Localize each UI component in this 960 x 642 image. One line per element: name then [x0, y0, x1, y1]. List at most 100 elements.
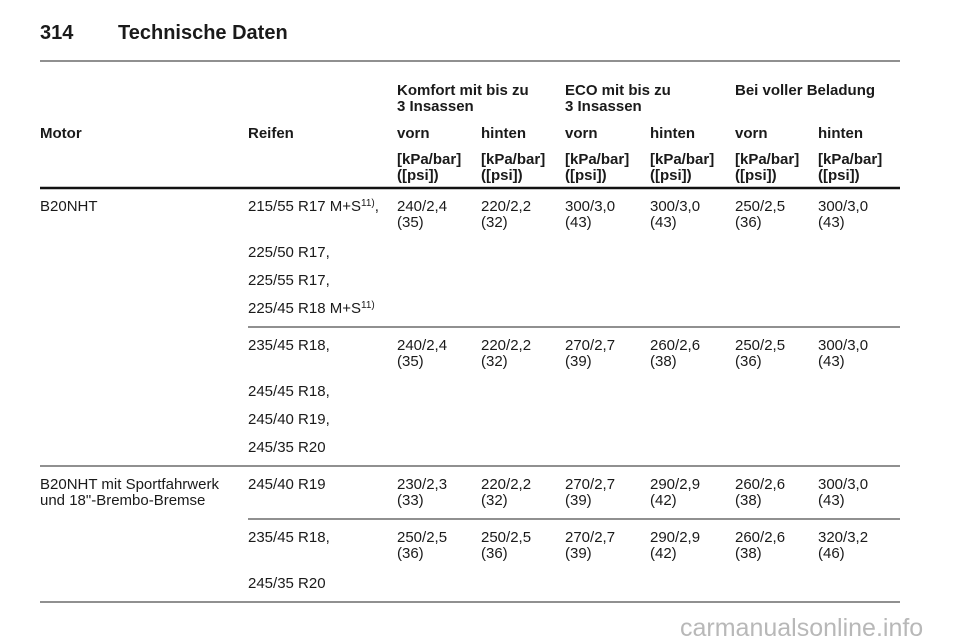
- tire-size: 245/45 R18,: [248, 383, 330, 400]
- pressure-value: 300/3,0: [818, 337, 868, 354]
- tire-size: 235/45 R18,: [248, 337, 330, 354]
- unit-label: ([psi]): [481, 167, 523, 184]
- column-header: Motor: [40, 125, 82, 142]
- footnote-ref: 11): [361, 198, 375, 209]
- tire-size: 235/45 R18,: [248, 529, 330, 546]
- column-header: hinten: [650, 125, 695, 142]
- pressure-value: 260/2,6: [735, 476, 785, 493]
- group-header: 3 Insassen: [565, 98, 642, 115]
- pressure-value: (36): [735, 353, 762, 370]
- pressure-value: (33): [397, 492, 424, 509]
- pressure-value: (43): [818, 492, 845, 509]
- group-header: Komfort mit bis zu: [397, 82, 529, 99]
- pressure-value: (39): [565, 353, 592, 370]
- pressure-value: 260/2,6: [650, 337, 700, 354]
- unit-label: ([psi]): [565, 167, 607, 184]
- pressure-value: 240/2,4: [397, 337, 447, 354]
- pressure-value: 300/3,0: [818, 198, 868, 215]
- tire-text: 215/55 R17 M+S: [248, 198, 361, 215]
- pressure-value: 300/3,0: [565, 198, 615, 215]
- pressure-value: 290/2,9: [650, 529, 700, 546]
- column-header: vorn: [397, 125, 430, 142]
- unit-label: ([psi]): [397, 167, 439, 184]
- pressure-value: (43): [818, 214, 845, 231]
- tire-size: 225/50 R17,: [248, 244, 330, 261]
- pressure-value: (32): [481, 492, 508, 509]
- unit-label: [kPa/bar]: [735, 151, 799, 168]
- pressure-value: 240/2,4: [397, 198, 447, 215]
- pressure-value: (38): [650, 353, 677, 370]
- pressure-value: 220/2,2: [481, 198, 531, 215]
- pressure-value: (32): [481, 214, 508, 231]
- tire-size: 245/40 R19,: [248, 411, 330, 428]
- tire-text: 245/35 R20: [248, 575, 326, 592]
- pressure-value: (42): [650, 492, 677, 509]
- footnote-ref: 11): [361, 300, 375, 311]
- pressure-value: (32): [481, 353, 508, 370]
- tire-suffix: ,: [375, 198, 379, 215]
- pressure-value: (36): [397, 545, 424, 562]
- motor: und 18"-Brembo-Bremse: [40, 492, 205, 509]
- pressure-value: 250/2,5: [735, 337, 785, 354]
- tire-text: 235/45 R18,: [248, 337, 330, 354]
- pressure-value: (39): [565, 492, 592, 509]
- column-header: Reifen: [248, 125, 294, 142]
- pressure-value: 270/2,7: [565, 476, 615, 493]
- page-number: 314: [40, 22, 74, 44]
- tire-text: 245/45 R18,: [248, 383, 330, 400]
- pressure-value: (46): [818, 545, 845, 562]
- unit-label: [kPa/bar]: [481, 151, 545, 168]
- pressure-value: 270/2,7: [565, 337, 615, 354]
- tire-text: 225/45 R18 M+S: [248, 300, 361, 317]
- pressure-value: 250/2,5: [735, 198, 785, 215]
- group-header: ECO mit bis zu: [565, 82, 671, 99]
- pressure-value: 220/2,2: [481, 337, 531, 354]
- group-header: 3 Insassen: [397, 98, 474, 115]
- motor: B20NHT mit Sportfahrwerk: [40, 476, 219, 493]
- tire-size: 215/55 R17 M+S11),: [248, 198, 379, 215]
- unit-label: [kPa/bar]: [818, 151, 882, 168]
- tire-text: 245/40 R19,: [248, 411, 330, 428]
- pressure-value: (43): [565, 214, 592, 231]
- unit-label: [kPa/bar]: [650, 151, 714, 168]
- pressure-value: (35): [397, 353, 424, 370]
- pressure-value: (43): [650, 214, 677, 231]
- pressure-value: 290/2,9: [650, 476, 700, 493]
- motor: B20NHT: [40, 198, 98, 215]
- pressure-value: 300/3,0: [650, 198, 700, 215]
- tire-text: 235/45 R18,: [248, 529, 330, 546]
- column-header: hinten: [818, 125, 863, 142]
- tire-size: 245/40 R19: [248, 476, 326, 493]
- column-header: hinten: [481, 125, 526, 142]
- pressure-value: (38): [735, 545, 762, 562]
- tire-text: 225/55 R17,: [248, 272, 330, 289]
- tire-size: 225/55 R17,: [248, 272, 330, 289]
- pressure-value: 320/3,2: [818, 529, 868, 546]
- unit-label: ([psi]): [650, 167, 692, 184]
- unit-label: ([psi]): [818, 167, 860, 184]
- pressure-value: 230/2,3: [397, 476, 447, 493]
- pressure-value: 250/2,5: [397, 529, 447, 546]
- unit-label: [kPa/bar]: [397, 151, 461, 168]
- watermark: carmanualsonline.info: [680, 614, 923, 642]
- tire-text: 245/40 R19: [248, 476, 326, 493]
- pressure-value: 220/2,2: [481, 476, 531, 493]
- pressure-value: (36): [735, 214, 762, 231]
- pressure-value: 260/2,6: [735, 529, 785, 546]
- column-header: vorn: [735, 125, 768, 142]
- page-title: Technische Daten: [118, 22, 288, 44]
- tire-size: 245/35 R20: [248, 439, 326, 456]
- tire-size: 225/45 R18 M+S11): [248, 300, 375, 317]
- pressure-value: (38): [735, 492, 762, 509]
- unit-label: ([psi]): [735, 167, 777, 184]
- pressure-value: (42): [650, 545, 677, 562]
- tire-size: 245/35 R20: [248, 575, 326, 592]
- unit-label: [kPa/bar]: [565, 151, 629, 168]
- pressure-value: (39): [565, 545, 592, 562]
- tire-text: 245/35 R20: [248, 439, 326, 456]
- column-header: vorn: [565, 125, 598, 142]
- pressure-value: (35): [397, 214, 424, 231]
- pressure-value: 250/2,5: [481, 529, 531, 546]
- pressure-value: 300/3,0: [818, 476, 868, 493]
